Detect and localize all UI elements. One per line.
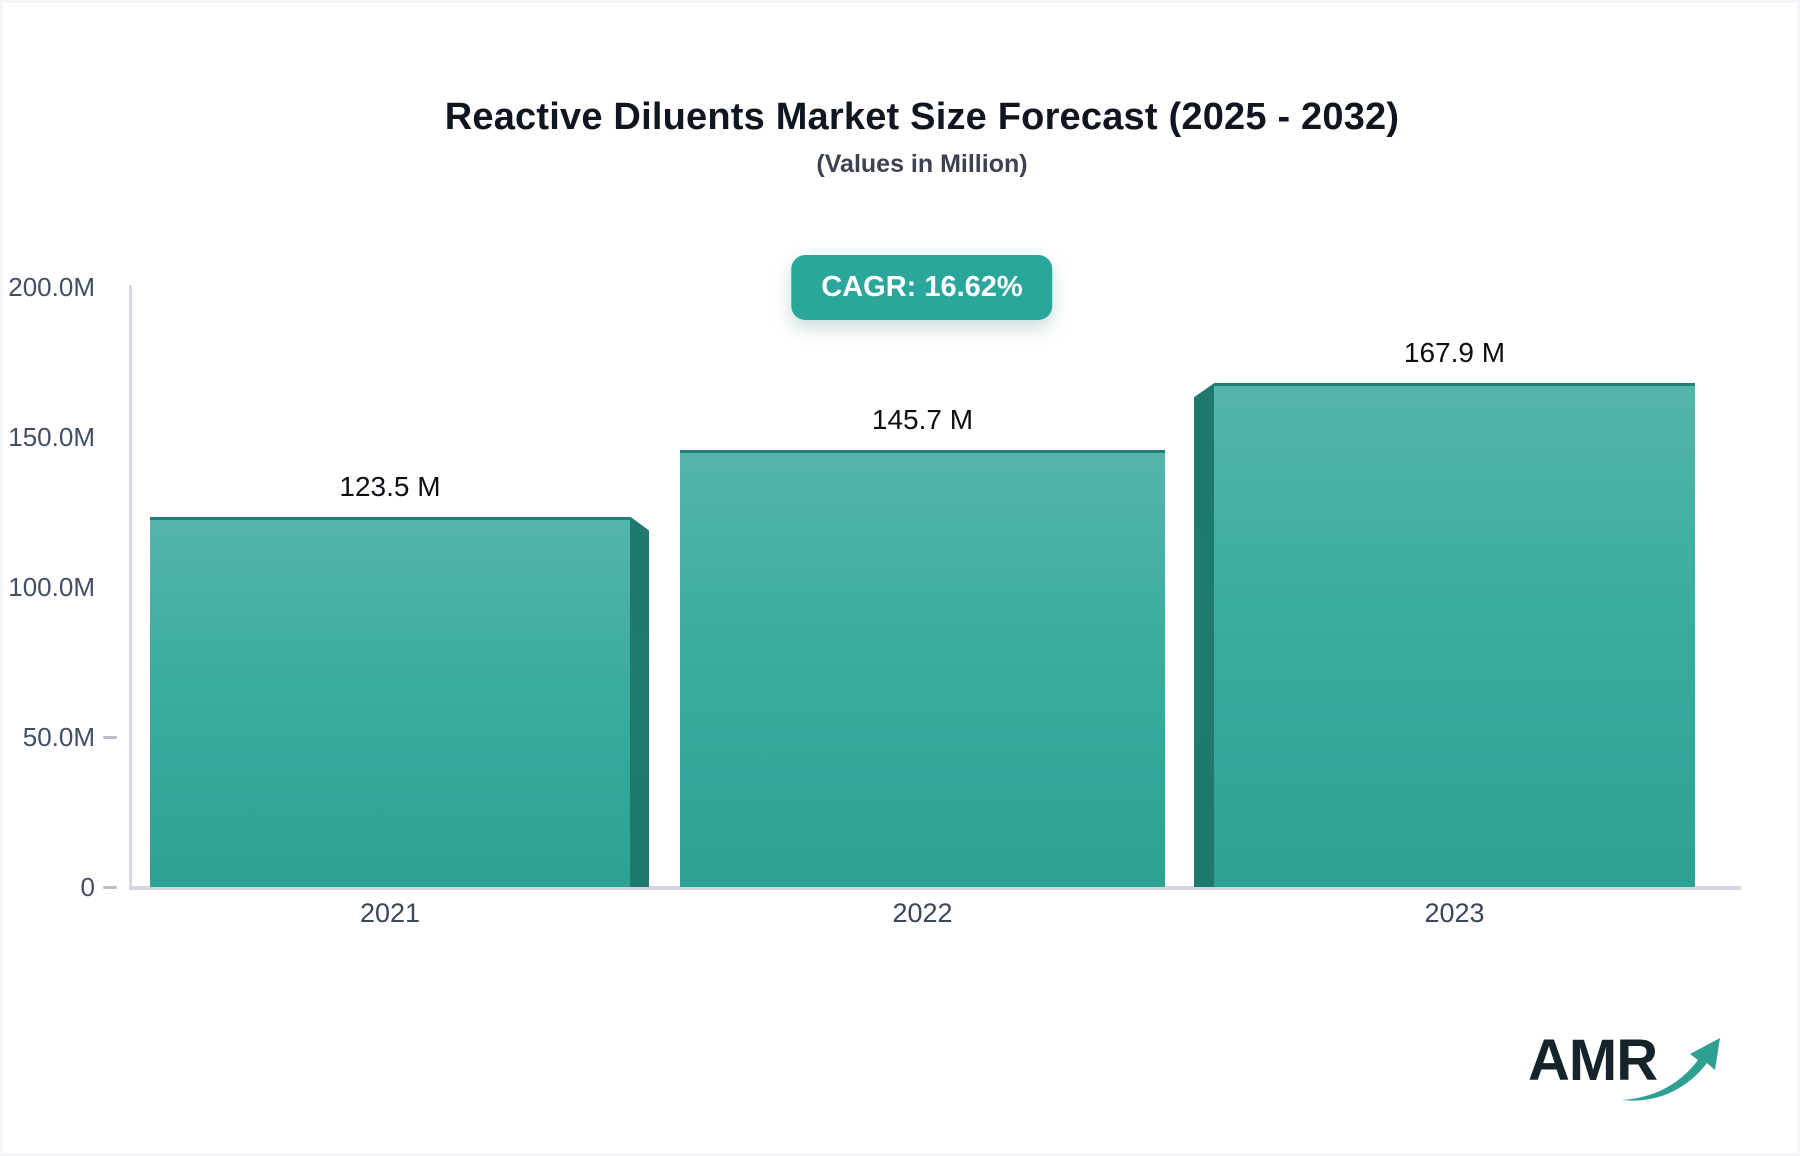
- bar-2021: [150, 516, 630, 887]
- bar-2023: [1214, 383, 1695, 887]
- x-axis-label: 2023: [1424, 898, 1485, 928]
- y-axis-line: [129, 285, 132, 889]
- y-axis-tick: [103, 736, 117, 739]
- amr-logo: AMR: [1528, 1030, 1728, 1110]
- chart-subtitle: (Values in Million): [816, 150, 1028, 178]
- y-axis-label: 200.0M: [8, 272, 95, 302]
- amr-logo-text: AMR: [1528, 1028, 1658, 1093]
- y-axis-label: 0: [80, 872, 95, 902]
- y-axis-label: 150.0M: [8, 422, 95, 452]
- bar-2022: [680, 449, 1165, 887]
- y-axis-label: 50.0M: [22, 722, 95, 752]
- cagr-badge: CAGR: 16.62%: [791, 255, 1053, 320]
- bar-value-label: 123.5 M: [339, 470, 441, 502]
- chart-title: Reactive Diluents Market Size Forecast (…: [444, 96, 1400, 138]
- bar-value-label: 145.7 M: [871, 403, 974, 435]
- x-axis-label: 2021: [359, 898, 421, 928]
- bar-value-label: 167.9 M: [1403, 337, 1506, 369]
- y-axis-tick: [103, 886, 117, 889]
- y-axis-label: 100.0M: [8, 572, 95, 602]
- x-axis-line: [129, 886, 1741, 890]
- logo-arrow-icon: [1622, 1038, 1720, 1101]
- bar-3d-side-2023: [1194, 383, 1214, 887]
- bar-3d-side-2021: [630, 516, 649, 887]
- x-axis-label: 2022: [892, 898, 953, 928]
